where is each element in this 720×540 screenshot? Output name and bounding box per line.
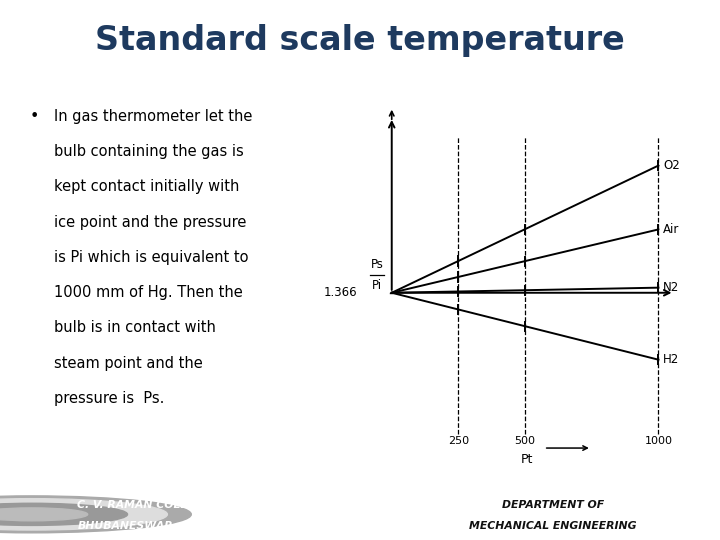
Text: Air: Air (663, 223, 680, 236)
Text: ice point and the pressure: ice point and the pressure (55, 214, 247, 230)
Text: DEPARTMENT OF: DEPARTMENT OF (502, 500, 603, 510)
Circle shape (0, 508, 88, 521)
Text: In gas thermometer let the: In gas thermometer let the (55, 109, 253, 124)
Text: MECHANICAL ENGINEERING: MECHANICAL ENGINEERING (469, 521, 636, 531)
Text: bulb is in contact with: bulb is in contact with (55, 320, 216, 335)
Text: 1.366: 1.366 (323, 286, 357, 299)
Text: C. V. RAMAN COLLEGE OF ENGINEERING: C. V. RAMAN COLLEGE OF ENGINEERING (78, 500, 319, 510)
Circle shape (0, 503, 127, 525)
Text: steam point and the: steam point and the (55, 356, 203, 370)
Text: 1000: 1000 (644, 436, 672, 446)
Text: 1000 mm of Hg. Then the: 1000 mm of Hg. Then the (55, 285, 243, 300)
Text: pressure is  Ps.: pressure is Ps. (55, 391, 165, 406)
Text: Ps: Ps (371, 258, 384, 271)
Text: Pi: Pi (372, 279, 382, 292)
Text: N2: N2 (663, 281, 680, 294)
Text: is Pi which is equivalent to: is Pi which is equivalent to (55, 250, 249, 265)
Text: 250: 250 (448, 436, 469, 446)
Text: kept contact initially with: kept contact initially with (55, 179, 240, 194)
Text: Pt: Pt (521, 453, 533, 466)
Text: bulb containing the gas is: bulb containing the gas is (55, 144, 244, 159)
Text: BHUBANESWAR: BHUBANESWAR (78, 521, 173, 531)
Text: O2: O2 (663, 159, 680, 172)
Circle shape (0, 498, 167, 530)
Text: 500: 500 (515, 436, 536, 446)
Text: Standard scale temperature: Standard scale temperature (95, 24, 625, 57)
Text: H2: H2 (663, 353, 680, 366)
Text: •: • (30, 109, 39, 124)
Circle shape (0, 496, 192, 533)
